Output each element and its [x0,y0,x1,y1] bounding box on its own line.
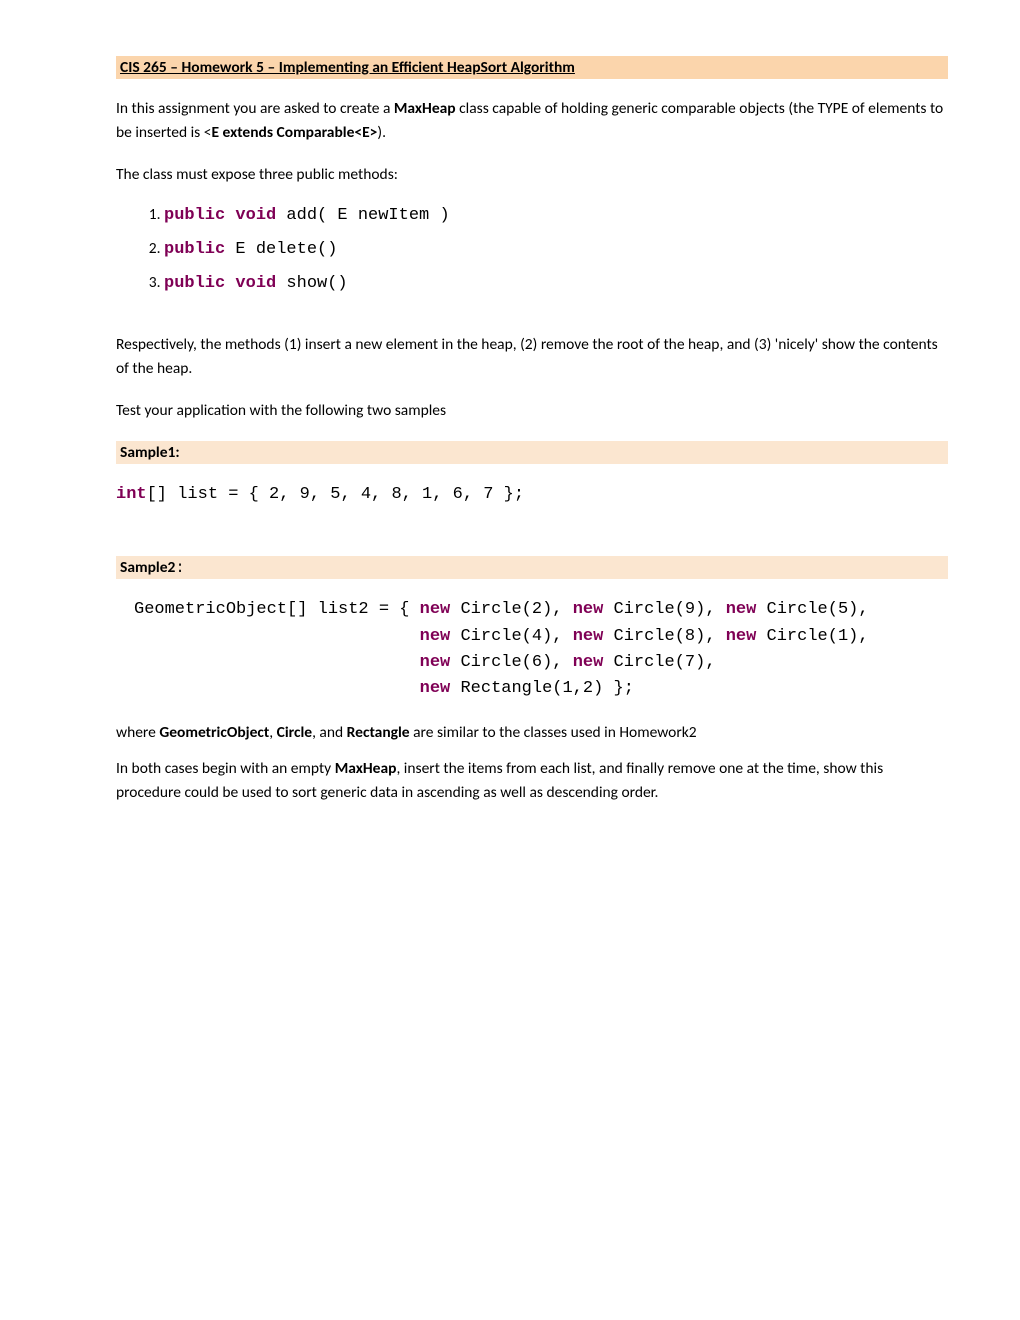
code-indent [134,653,420,672]
maxheap-bold: MaxHeap [394,99,456,118]
code-text: Circle(9), [603,600,725,619]
final-text: In both cases begin with an empty [116,759,335,778]
sample2-code: GeometricObject[] list2 = { new Circle(2… [116,597,948,702]
code-text: Circle(4), [450,627,572,646]
code-text: Circle(6), [450,653,572,672]
method-item-2: public E delete() [164,239,948,259]
sample2-colon: : [175,559,184,577]
intro-text: ). [377,123,386,142]
intro-text: In this assignment you are asked to crea… [116,99,394,118]
rectangle-bold: Rectangle [347,723,410,742]
document-page: CIS 265 – Homework 5 – Implementing an E… [0,0,1020,883]
code-text: GeometricObject[] list2 = { [134,600,420,619]
code-indent [134,627,420,646]
geometricobject-bold: GeometricObject [159,723,269,742]
method-signature: show() [276,274,347,293]
code-text: Circle(2), [450,600,572,619]
sample1-bar: Sample1: [116,441,948,464]
document-title: CIS 265 – Homework 5 – Implementing an E… [120,58,575,77]
keyword-new: new [420,627,451,646]
keyword-new: new [420,653,451,672]
keyword-new: new [420,600,451,619]
where-paragraph: where GeometricObject, Circle, and Recta… [116,721,948,745]
sample2-label: Sample2 [120,558,175,577]
intro-paragraph-2: The class must expose three public metho… [116,163,948,187]
maxheap-bold: MaxHeap [335,759,397,778]
circle-bold: Circle [277,723,312,742]
title-bar: CIS 265 – Homework 5 – Implementing an E… [116,56,948,79]
method-item-1: public void add( E newItem ) [164,205,948,225]
method-signature: add( E newItem ) [276,206,449,225]
method-item-3: public void show() [164,273,948,293]
code-text: Circle(7), [603,653,715,672]
where-text: are similar to the classes used in Homew… [410,723,697,742]
final-paragraph: In both cases begin with an empty MaxHea… [116,757,948,805]
where-text: , [269,723,276,742]
keyword-new: new [726,600,757,619]
keyword: public void [164,206,276,225]
code-text: Circle(8), [603,627,725,646]
generic-type-bold: E extends Comparable<E> [211,123,377,142]
intro-paragraph-1: In this assignment you are asked to crea… [116,97,948,145]
keyword-new: new [573,600,604,619]
sample1-label: Sample1: [120,443,180,462]
intro-paragraph-3: Respectively, the methods (1) insert a n… [116,333,948,381]
where-text: , and [312,723,347,742]
keyword-new: new [573,627,604,646]
sample1-rest: [] list = { 2, 9, 5, 4, 8, 1, 6, 7 }; [147,485,524,504]
keyword: public [164,240,225,259]
method-signature: E delete() [225,240,337,259]
code-text: Circle(1), [756,627,868,646]
code-text: Circle(5), [756,600,868,619]
sample2-bar: Sample2: [116,556,948,579]
sample1-code: int[] list = { 2, 9, 5, 4, 8, 1, 6, 7 }; [116,482,948,508]
code-indent [134,679,420,698]
keyword-int: int [116,485,147,504]
keyword-new: new [726,627,757,646]
intro-paragraph-4: Test your application with the following… [116,399,948,423]
code-text: Rectangle(1,2) }; [450,679,634,698]
keyword-new: new [420,679,451,698]
where-text: where [116,723,159,742]
keyword: public void [164,274,276,293]
keyword-new: new [573,653,604,672]
methods-list: public void add( E newItem ) public E de… [116,205,948,293]
